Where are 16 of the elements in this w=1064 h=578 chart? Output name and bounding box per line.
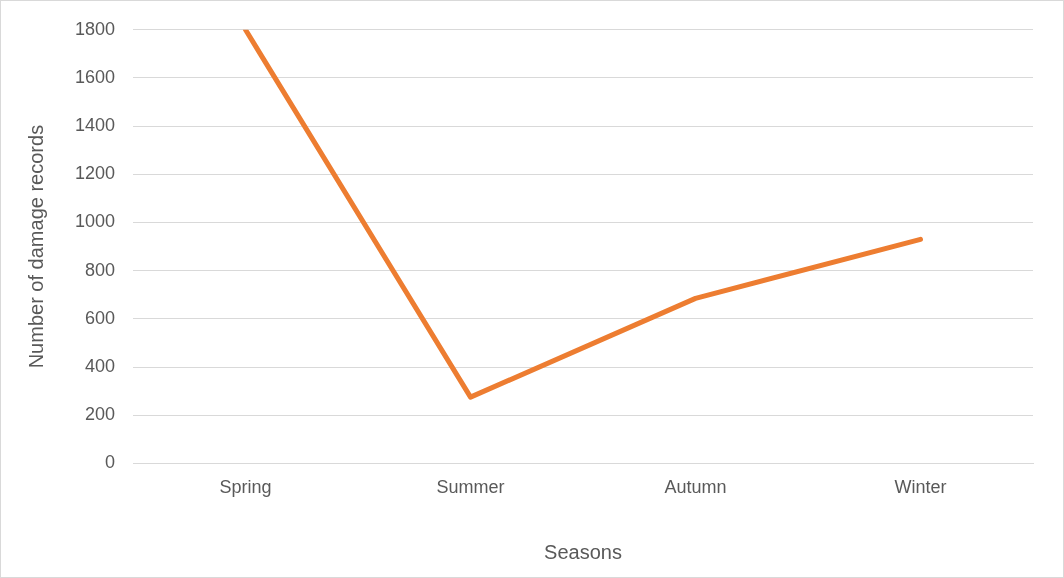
y-tick-label: 600 xyxy=(85,307,116,328)
y-tick-label: 200 xyxy=(85,404,116,425)
y-tick-label: 1200 xyxy=(75,163,116,184)
x-tick-label: Autumn xyxy=(664,477,727,498)
y-tick-label: 1600 xyxy=(75,66,116,87)
y-tick-label: 1800 xyxy=(75,18,116,39)
y-tick-label: 1400 xyxy=(75,115,116,136)
x-tick-label: Spring xyxy=(219,477,272,498)
y-tick-label: 400 xyxy=(85,356,116,377)
y-axis-title: Number of damage records xyxy=(24,124,47,369)
x-tick-label: Summer xyxy=(436,477,505,498)
y-tick-label: 800 xyxy=(85,259,116,280)
y-tick-label: 1000 xyxy=(75,211,116,232)
x-axis-title: Seasons xyxy=(544,540,622,563)
x-tick-label: Winter xyxy=(894,477,947,498)
y-tick-label: 0 xyxy=(105,452,116,473)
